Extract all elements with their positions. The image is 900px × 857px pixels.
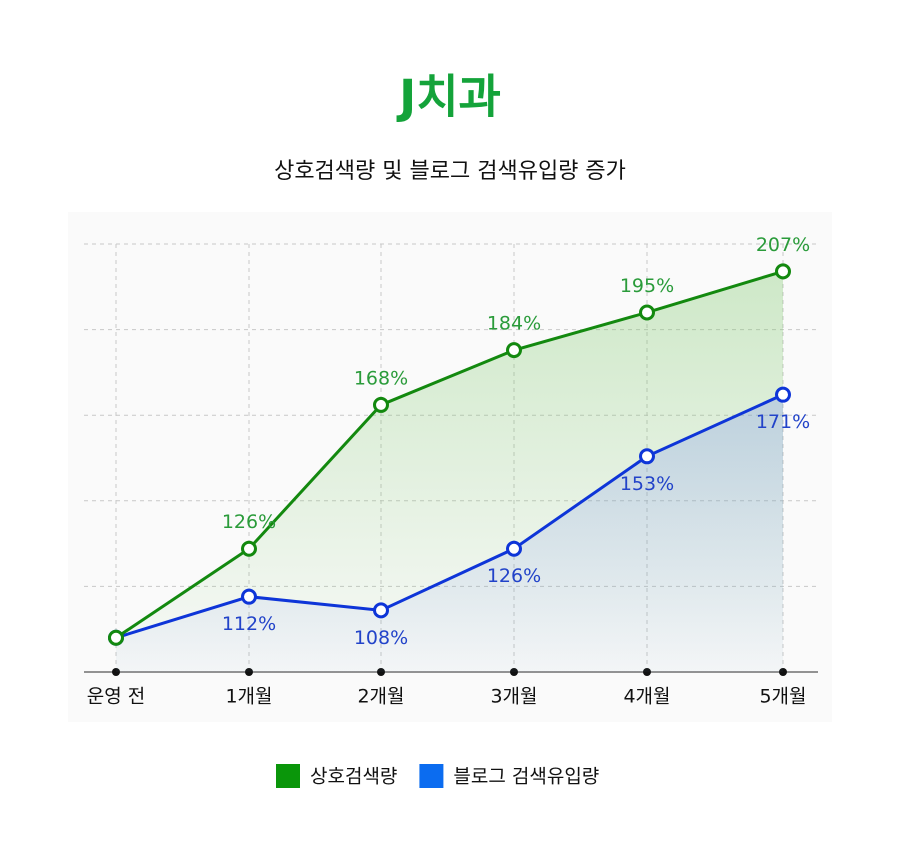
x-tick-label: 2개월 — [357, 686, 404, 708]
x-tick-label: 5개월 — [759, 686, 806, 708]
data-point — [241, 540, 257, 557]
data-point — [639, 448, 655, 465]
series-area — [116, 394, 783, 672]
data-label: 112% — [222, 613, 276, 635]
data-label: 168% — [354, 367, 408, 389]
data-point — [373, 396, 389, 413]
data-label: 171% — [756, 411, 810, 433]
data-point — [775, 386, 791, 403]
data-label: 126% — [222, 511, 276, 533]
data-point — [241, 588, 257, 605]
series-line — [115, 393, 784, 640]
data-label: 207% — [756, 234, 810, 256]
legend-label: 블로그 검색유입량 — [453, 766, 599, 788]
legend-swatch — [276, 764, 300, 788]
legend-swatch — [419, 764, 444, 788]
data-label: 153% — [620, 473, 674, 495]
legend-label: 상호검색량 — [310, 766, 397, 788]
chart-subtitle: 상호검색량 및 블로그 검색유입량 증가 — [274, 159, 626, 184]
chart-title: J치과 — [396, 70, 501, 124]
data-point — [506, 540, 522, 557]
x-tick-label: 3개월 — [490, 686, 537, 708]
x-tick-label: 1개월 — [225, 686, 272, 708]
data-label: 108% — [354, 627, 408, 649]
data-label: 195% — [620, 275, 674, 297]
data-point — [775, 263, 791, 280]
data-point — [639, 304, 655, 321]
data-label: 126% — [487, 565, 541, 587]
data-label: 184% — [487, 313, 541, 335]
data-point — [506, 342, 522, 359]
x-tick-label: 4개월 — [623, 686, 670, 708]
data-point — [108, 629, 124, 646]
x-tick-label: 운영 전 — [87, 686, 145, 708]
data-point — [373, 602, 389, 619]
series-line — [115, 269, 784, 640]
